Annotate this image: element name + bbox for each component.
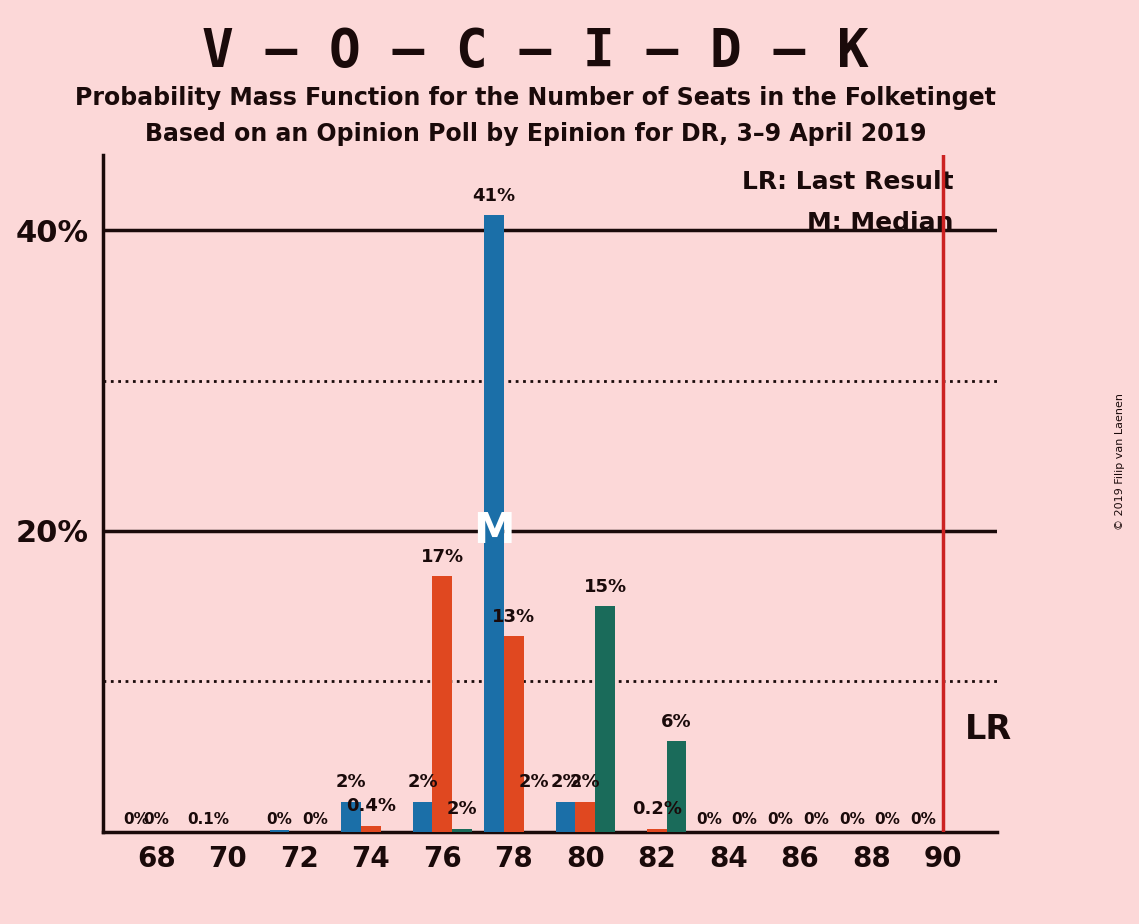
Text: 2%: 2% bbox=[336, 773, 367, 791]
Text: 6%: 6% bbox=[662, 713, 691, 731]
Text: © 2019 Filip van Laenen: © 2019 Filip van Laenen bbox=[1115, 394, 1125, 530]
Text: 0%: 0% bbox=[875, 812, 901, 827]
Bar bbox=[596, 606, 615, 832]
Text: 0.4%: 0.4% bbox=[346, 797, 395, 815]
Text: 0%: 0% bbox=[302, 812, 328, 827]
Text: 41%: 41% bbox=[473, 187, 516, 205]
Bar bbox=[342, 801, 361, 832]
Bar bbox=[575, 801, 596, 832]
Text: 0%: 0% bbox=[696, 812, 722, 827]
Text: 0.2%: 0.2% bbox=[632, 800, 682, 818]
Text: 0%: 0% bbox=[803, 812, 829, 827]
Bar bbox=[556, 801, 575, 832]
Text: M: M bbox=[474, 510, 515, 552]
Bar bbox=[361, 825, 380, 832]
Text: LR: LR bbox=[965, 713, 1011, 746]
Text: 0%: 0% bbox=[768, 812, 793, 827]
Text: M: Median: M: Median bbox=[808, 211, 953, 235]
Bar bbox=[666, 741, 687, 832]
Text: 15%: 15% bbox=[583, 578, 626, 596]
Text: 2%: 2% bbox=[518, 773, 549, 791]
Text: V – O – C – I – D – K: V – O – C – I – D – K bbox=[202, 26, 869, 78]
Text: 2%: 2% bbox=[446, 800, 477, 818]
Bar bbox=[412, 801, 433, 832]
Text: 0%: 0% bbox=[267, 812, 293, 827]
Text: 0%: 0% bbox=[838, 812, 865, 827]
Text: 0%: 0% bbox=[731, 812, 757, 827]
Text: 0.1%: 0.1% bbox=[187, 812, 229, 827]
Text: Based on an Opinion Poll by Epinion for DR, 3–9 April 2019: Based on an Opinion Poll by Epinion for … bbox=[145, 122, 926, 146]
Text: 0%: 0% bbox=[144, 812, 169, 827]
Text: 0%: 0% bbox=[910, 812, 936, 827]
Text: 2%: 2% bbox=[570, 773, 600, 791]
Text: 17%: 17% bbox=[420, 548, 464, 565]
Text: 13%: 13% bbox=[492, 608, 535, 626]
Text: Probability Mass Function for the Number of Seats in the Folketinget: Probability Mass Function for the Number… bbox=[75, 86, 995, 110]
Bar bbox=[270, 830, 289, 832]
Text: LR: Last Result: LR: Last Result bbox=[743, 170, 953, 194]
Text: 2%: 2% bbox=[408, 773, 437, 791]
Text: 2%: 2% bbox=[550, 773, 581, 791]
Bar bbox=[452, 829, 472, 832]
Bar bbox=[503, 637, 524, 832]
Bar bbox=[433, 576, 452, 832]
Bar bbox=[647, 829, 666, 832]
Bar bbox=[484, 215, 503, 832]
Text: 0%: 0% bbox=[123, 812, 149, 827]
